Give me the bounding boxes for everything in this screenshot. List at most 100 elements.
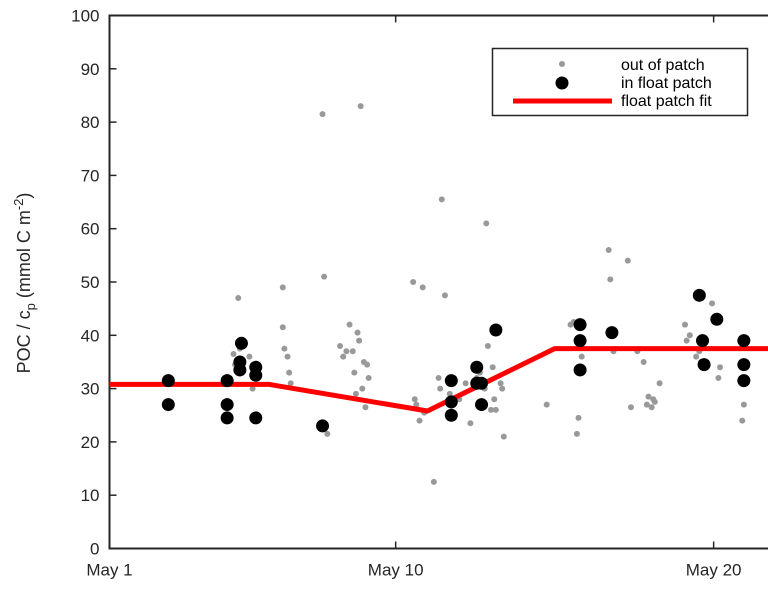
out-of-patch-point xyxy=(709,300,716,307)
y-tick-label: 30 xyxy=(81,380,100,399)
out-of-patch-point xyxy=(352,390,359,397)
out-of-patch-point xyxy=(467,420,474,427)
legend-in-float-patch-label: in float patch xyxy=(621,75,712,92)
out-of-patch-point xyxy=(438,196,445,203)
y-tick-label: 80 xyxy=(81,113,100,132)
out-of-patch-point xyxy=(643,401,650,408)
out-of-patch-point xyxy=(359,385,366,392)
fit-line xyxy=(109,346,768,414)
out-of-patch-point xyxy=(624,257,631,264)
in-float-patch-point xyxy=(316,419,330,433)
in-float-patch-point xyxy=(710,312,724,326)
out-of-patch-point xyxy=(340,353,347,360)
out-of-patch-point xyxy=(578,353,585,360)
out-of-patch-point xyxy=(607,276,614,283)
in-float-patch-point xyxy=(220,374,234,388)
out-of-patch-point xyxy=(717,364,724,371)
out-of-patch-point xyxy=(362,404,369,411)
out-of-patch-point xyxy=(575,414,582,421)
legend-in-float-patch-marker xyxy=(555,76,569,90)
y-axis-label-close: ) xyxy=(14,193,34,199)
out-of-patch-point xyxy=(284,353,291,360)
in-float-patch-point xyxy=(475,376,489,390)
out-of-patch-point xyxy=(410,279,417,285)
in-float-patch-point xyxy=(470,360,484,374)
out-of-patch-point xyxy=(500,433,507,440)
out-of-patch-point xyxy=(286,369,293,376)
out-of-patch-point xyxy=(441,292,448,299)
out-of-patch-point xyxy=(249,385,256,392)
in-float-patch-point xyxy=(692,288,706,302)
out-of-patch-point xyxy=(656,380,663,387)
y-axis-label-unit: (mmol C m xyxy=(14,210,34,303)
in-float-patch-point xyxy=(220,411,234,425)
y-tick-label: 90 xyxy=(81,60,100,79)
legend: out of patch in float patch float patch … xyxy=(491,47,749,117)
in-float-patch-point xyxy=(444,408,458,422)
out-of-patch-point xyxy=(489,364,496,371)
fit-line-group xyxy=(109,346,768,414)
in-float-patch-point xyxy=(605,326,619,340)
out-of-patch-point xyxy=(419,284,426,291)
out-of-patch-point xyxy=(351,369,358,376)
y-tick-label: 10 xyxy=(81,486,100,505)
out-of-patch-point xyxy=(645,393,652,400)
y-axis-label-subscript: p xyxy=(23,303,38,310)
in-float-patch-point xyxy=(161,398,175,412)
x-tick-label: May 20 xyxy=(686,561,742,580)
out-of-patch-point xyxy=(543,401,550,408)
in-float-patch-points xyxy=(161,288,751,433)
out-of-patch-point xyxy=(683,337,690,344)
in-float-patch-point xyxy=(573,334,587,348)
out-of-patch-point xyxy=(627,404,634,411)
y-tick-label: 70 xyxy=(81,166,100,185)
in-float-patch-point xyxy=(737,334,751,348)
out-of-patch-point xyxy=(682,321,689,328)
in-float-patch-point xyxy=(696,334,710,348)
legend-fit-label: float patch fit xyxy=(621,93,712,110)
out-of-patch-point xyxy=(337,342,344,349)
out-of-patch-point xyxy=(640,358,647,365)
out-of-patch-point xyxy=(492,406,499,413)
y-tick-label: 50 xyxy=(81,273,100,292)
out-of-patch-point xyxy=(437,385,444,392)
y-axis-label-main: POC / c xyxy=(14,310,34,373)
in-float-patch-point xyxy=(249,368,263,382)
in-float-patch-point xyxy=(737,358,751,372)
out-of-patch-point xyxy=(483,220,490,227)
out-of-patch-point xyxy=(357,103,364,110)
legend-out-of-patch-marker xyxy=(559,61,565,67)
in-float-patch-point xyxy=(220,398,234,412)
out-of-patch-point xyxy=(651,398,658,405)
out-of-patch-point xyxy=(648,404,655,411)
out-of-patch-point xyxy=(365,374,372,381)
out-of-patch-point xyxy=(488,406,495,413)
out-of-patch-point xyxy=(343,348,350,355)
out-of-patch-point xyxy=(715,374,722,381)
y-tick-label: 20 xyxy=(81,433,100,452)
x-tick-label: May 1 xyxy=(86,561,132,580)
out-of-patch-point xyxy=(605,247,612,254)
out-of-patch-point xyxy=(356,337,363,344)
out-of-patch-point xyxy=(462,380,469,387)
out-of-patch-point xyxy=(235,294,242,301)
in-float-patch-point xyxy=(489,323,503,337)
out-of-patch-point xyxy=(364,361,371,368)
out-of-patch-point xyxy=(319,111,326,118)
y-tick-label: 100 xyxy=(71,7,99,26)
legend-out-of-patch-label: out of patch xyxy=(621,57,705,74)
in-float-patch-point xyxy=(444,374,458,388)
y-axis-label: POC / cp (mmol C m-2) xyxy=(11,193,38,374)
out-of-patch-point xyxy=(279,284,286,291)
out-of-patch-point xyxy=(573,430,580,437)
in-float-patch-point xyxy=(161,374,175,388)
out-of-patch-point xyxy=(491,396,498,403)
axes: 0 10 20 30 40 50 60 70 80 90 100 May 1 May 10 May 20 xyxy=(71,7,742,580)
out-of-patch-point xyxy=(230,350,237,357)
in-float-patch-point xyxy=(234,336,248,350)
in-float-patch-point xyxy=(573,363,587,377)
y-tick-label: 60 xyxy=(81,220,100,239)
out-of-patch-point xyxy=(416,417,423,424)
out-of-patch-point xyxy=(287,380,294,387)
